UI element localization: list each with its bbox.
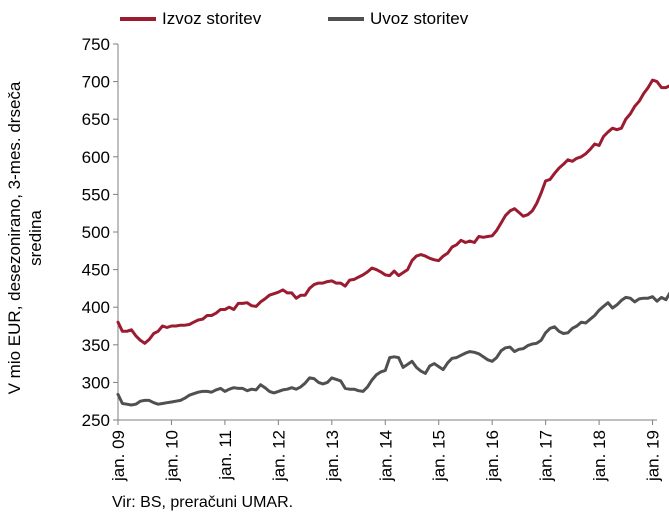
x-tick-label: jan. 16 (483, 430, 502, 482)
legend-swatch-uvoz (328, 17, 364, 21)
x-tick-label: jan. 12 (269, 430, 288, 482)
x-tick-label: jan. 18 (590, 430, 609, 482)
y-tick-label: 300 (82, 373, 110, 392)
legend-label-uvoz: Uvoz storitev (370, 9, 469, 28)
x-tick-label: jan. 15 (430, 430, 449, 482)
y-axis: 250 300 350 400 450 500 550 600 650 700 750 (82, 35, 119, 430)
y-tick-label: 250 (82, 411, 110, 430)
y-tick-label: 550 (82, 185, 110, 204)
y-tick-label: 600 (82, 148, 110, 167)
series-line-uvoz (116, 291, 669, 407)
source-note: Vir: BS, preračuni UMAR. (112, 494, 294, 511)
y-tick-label: 450 (82, 261, 110, 280)
x-tick-label: jan. 10 (162, 430, 181, 482)
x-tick-label: jan. 19 (644, 430, 663, 482)
x-tick-label: jan. 09 (109, 430, 128, 482)
legend-swatch-izvoz (120, 17, 156, 21)
y-tick-label: 350 (82, 336, 110, 355)
y-axis-title-text: V mio EUR, desezonirano, 3-mes. drseča s… (5, 81, 45, 395)
y-tick-label: 750 (82, 35, 110, 54)
x-tick-label: jan. 13 (323, 430, 342, 482)
y-axis-title: V mio EUR, desezonirano, 3-mes. drseča s… (2, 58, 48, 418)
series-layer (116, 78, 669, 407)
x-axis: jan. 09 jan. 10 jan. 11 jan. 12 jan. 13 jan. … (109, 419, 663, 482)
y-tick-label: 500 (82, 223, 110, 242)
legend-item-izvoz: Izvoz storitev (120, 9, 261, 29)
x-tick-label: jan. 17 (537, 430, 556, 482)
series-line-izvoz (116, 78, 669, 345)
y-tick-label: 700 (82, 73, 110, 92)
legend-item-uvoz: Uvoz storitev (328, 9, 468, 29)
x-tick-label: jan. 14 (376, 430, 395, 482)
legend-label-izvoz: Izvoz storitev (162, 9, 262, 28)
x-tick-label: jan. 11 (216, 430, 235, 481)
y-tick-label: 400 (82, 298, 110, 317)
y-tick-label: 650 (82, 110, 110, 129)
